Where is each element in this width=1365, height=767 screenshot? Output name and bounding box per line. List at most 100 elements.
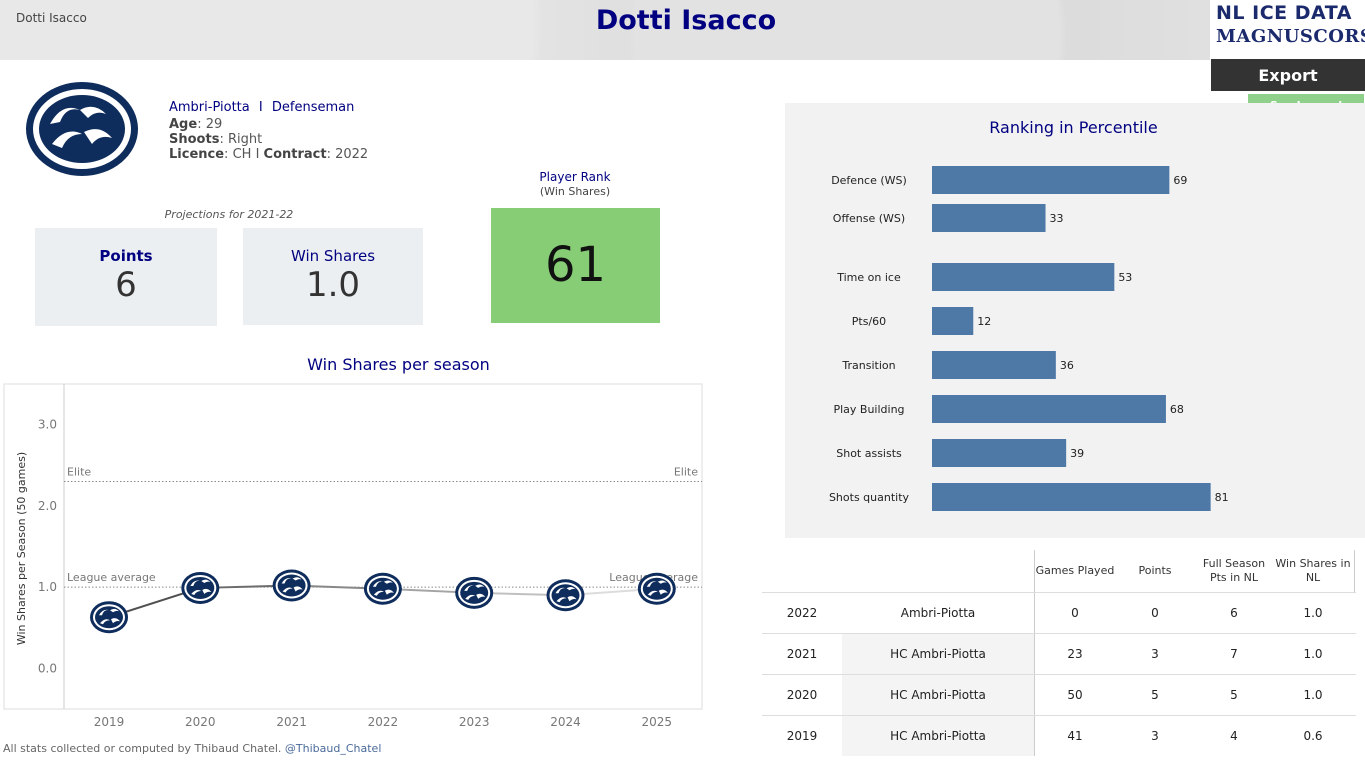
cell-full-pts: 7 [1230,647,1238,661]
age-row: Age: 29 [169,117,223,132]
x-tick-label: 2022 [368,715,399,729]
age-value: 29 [205,117,223,132]
cell-team: HC Ambri-Piotta [842,634,1034,674]
reference-label: Elite [67,466,91,479]
licence-value: CH [232,147,252,162]
bar-category-label: Shots quantity [829,491,910,504]
bar[interactable] [932,204,1046,232]
data-point[interactable] [637,572,676,605]
cell-gp: 0 [1071,606,1079,620]
y-tick-label: 0.0 [38,661,57,675]
brand-logo-line1: NL ICE DATA [1216,2,1352,24]
y-tick-label: 2.0 [38,499,57,513]
point-marker-inner [368,577,397,600]
licence-row: Licence: CH I Contract: 2022 [169,147,369,162]
bar[interactable] [932,439,1067,467]
win-shares-card: Win Shares 1.0 [243,228,423,325]
point-marker-inner [551,584,580,607]
cell-pts: 5 [1151,688,1159,702]
point-marker-inner [460,581,489,604]
cell-season: 2019 [786,729,818,743]
cell-team: HC Ambri-Piotta [842,716,1034,756]
bar-value-label: 69 [1173,174,1187,187]
table-row[interactable]: 2020 HC Ambri-Piotta 50 5 5 1.0 [762,674,1356,715]
x-tick-label: 2019 [94,715,125,729]
bar-category-label: Offense (WS) [833,212,905,225]
bar-category-label: Play Building [833,403,904,416]
info-separator: I [258,100,263,115]
bar-value-label: 81 [1215,491,1229,504]
point-marker-inner [186,576,215,599]
player-rank-value: 61 [491,208,660,323]
data-point[interactable] [90,601,128,634]
ranking-chart[interactable]: Defence (WS) 69 Offense (WS) 33 Time on ice 5… [785,103,1365,538]
x-tick-label: 2023 [459,715,490,729]
point-marker-glyph [190,579,212,595]
x-tick-label: 2024 [550,715,581,729]
info-separator: I [255,147,260,162]
cell-gp: 23 [1067,647,1083,661]
cell-gp: 50 [1067,688,1083,702]
cell-ws: 1.0 [1303,647,1323,661]
header-points[interactable]: Points [1138,564,1172,577]
brand-logo: NL ICE DATA MAGNUSCORSI [1212,0,1365,58]
table-row[interactable]: 2021 HC Ambri-Piotta 23 3 7 1.0 [762,633,1356,674]
bar-value-label: 33 [1050,212,1064,225]
win-shares-value: 1.0 [305,265,361,305]
win-shares-label: Win Shares [290,247,376,265]
data-point[interactable] [455,576,494,609]
data-point[interactable] [272,569,311,602]
bar[interactable] [932,395,1166,423]
brand-logo-line2: MAGNUSCORSI [1216,26,1365,47]
win-shares-chart[interactable]: 3.0 2.0 1.0 0.0 Win Shares per Season (50 ga… [0,380,710,736]
breadcrumb[interactable]: Dotti Isacco [16,11,87,25]
cell-ws: 1.0 [1303,688,1323,702]
bar-category-label: Transition [841,359,895,372]
cell-season: 2022 [786,606,818,620]
plot-area [3,383,703,710]
footer-handle-link[interactable]: @Thibaud_Chatel [284,742,382,755]
cell-season: 2020 [786,688,818,702]
table-row[interactable]: 2022 Ambri-Piotta 0 0 6 1.0 [762,592,1356,633]
cell-team: HC Ambri-Piotta [842,675,1034,715]
bar[interactable] [932,351,1056,379]
x-tick-label: 2021 [276,715,307,729]
cell-season: 2021 [786,647,818,661]
cell-full-pts: 4 [1230,729,1238,743]
header-games-played[interactable]: Games Played [1035,564,1115,577]
projections-label: Projections for 2021-22 [164,208,294,221]
bar[interactable] [932,166,1170,194]
point-marker-inner [95,606,123,629]
win-shares-chart-title: Win Shares per season [307,355,490,374]
reference-label: Elite [674,466,698,479]
bar-value-label: 36 [1060,359,1074,372]
data-point[interactable] [546,579,585,612]
age-label: Age [169,117,198,132]
bar[interactable] [932,483,1211,511]
header-win-shares[interactable]: Win Shares in NL [1275,557,1351,584]
point-marker-glyph [99,608,120,625]
header-full-season-pts[interactable]: Full Season Pts in NL [1202,557,1266,584]
x-tick-label: 2020 [185,715,216,729]
page-title: Dotti Isacco [595,5,777,36]
point-marker-glyph [555,586,577,603]
contract-label: Contract [263,147,327,162]
point-marker-glyph [646,580,668,596]
bar-value-label: 68 [1170,403,1184,416]
position: Defenseman [271,100,355,115]
point-marker-glyph [464,584,486,600]
cell-ws: 0.6 [1303,729,1323,743]
bar-value-label: 39 [1070,447,1084,460]
data-point[interactable] [363,572,402,605]
contract-value: 2022 [335,147,369,162]
footer-credit: All stats collected or computed by Thiba… [3,742,381,755]
player-team-position: Ambri-Piotta I Defenseman [169,100,354,115]
bar[interactable] [932,263,1115,291]
ranking-chart-title: Ranking in Percentile [989,118,1158,137]
footer-text: All stats collected or computed by Thiba… [3,742,282,755]
data-point[interactable] [181,571,220,604]
table-row[interactable]: 2019 HC Ambri-Piotta 41 3 4 0.6 [762,715,1356,756]
header-banner: Dotti Isacco [0,0,1210,60]
export-button[interactable]: Export [1211,59,1365,91]
bar[interactable] [932,307,974,335]
